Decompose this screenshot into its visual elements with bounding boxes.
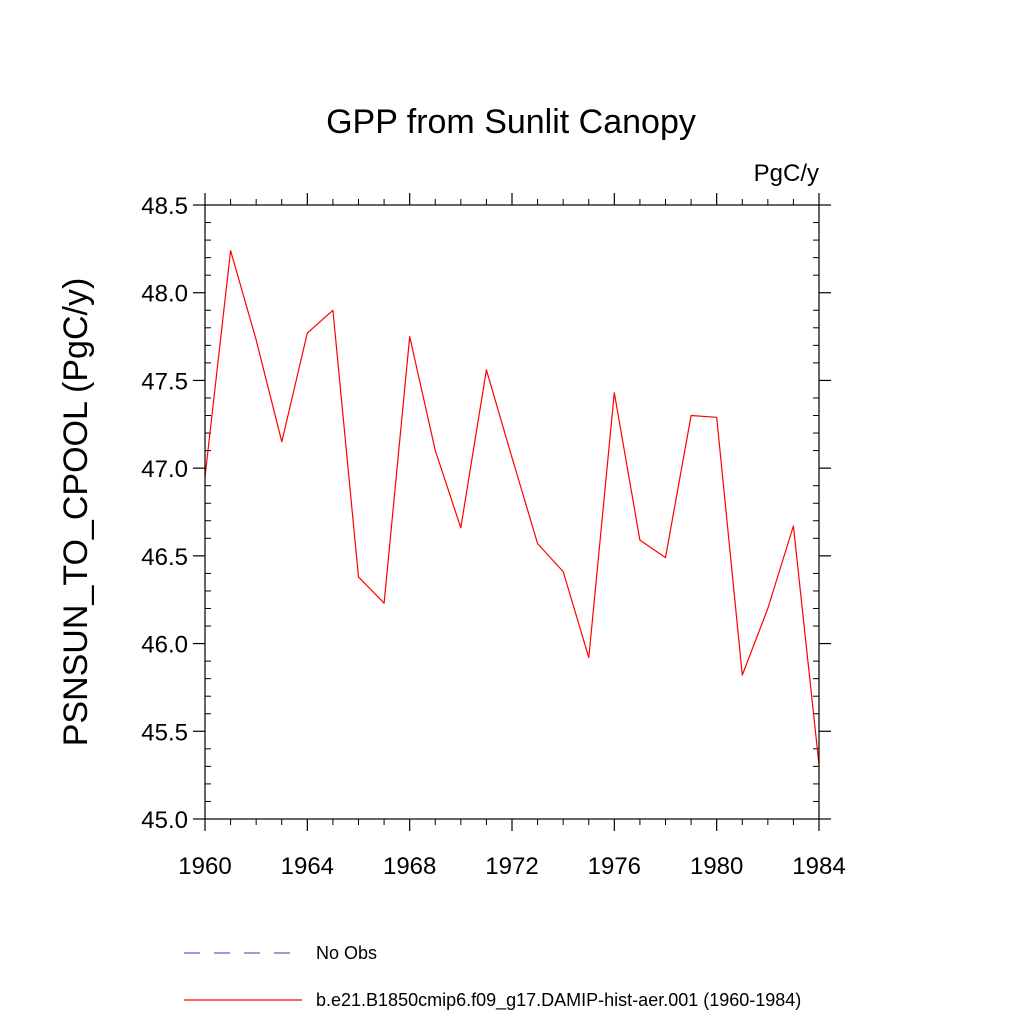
y-tick-label: 48.0 <box>141 281 188 308</box>
legend-label-no-obs: No Obs <box>316 943 377 963</box>
x-tick-label: 1964 <box>281 853 334 880</box>
x-tick-label: 1972 <box>485 853 538 880</box>
y-tick-label: 46.0 <box>141 632 188 659</box>
legend-label-model-run: b.e21.B1850cmip6.f09_g17.DAMIP-hist-aer.… <box>316 990 801 1011</box>
y-tick-label: 48.5 <box>141 193 188 220</box>
chart-title: GPP from Sunlit Canopy <box>326 103 696 141</box>
series-line-1 <box>204 250 820 765</box>
y-tick-label: 47.5 <box>141 368 188 395</box>
x-tick-label: 1980 <box>690 853 743 880</box>
major-ticks <box>193 193 831 831</box>
legend: No Obs b.e21.B1850cmip6.f09_g17.DAMIP-hi… <box>184 943 801 1011</box>
y-tick-label: 45.5 <box>141 719 188 746</box>
x-tick-labels: 1960 1964 1968 1972 1976 1980 1984 <box>178 853 845 880</box>
x-tick-label: 1976 <box>588 853 641 880</box>
y-tick-label: 47.0 <box>141 456 188 483</box>
x-tick-label: 1960 <box>178 853 231 880</box>
y-axis-label: PSNSUN_TO_CPOOL (PgC/y) <box>57 278 95 747</box>
plot-frame <box>204 204 820 820</box>
series-lines <box>204 250 820 765</box>
x-tick-label: 1968 <box>383 853 436 880</box>
y-tick-labels: 45.0 45.5 46.0 46.5 47.0 47.5 48.0 48.5 <box>141 193 188 834</box>
y-tick-label: 46.5 <box>141 544 188 571</box>
y-tick-label: 45.0 <box>141 807 188 834</box>
x-tick-label: 1984 <box>792 853 845 880</box>
minor-ticks <box>205 199 819 825</box>
units-label: PgC/y <box>754 160 819 187</box>
